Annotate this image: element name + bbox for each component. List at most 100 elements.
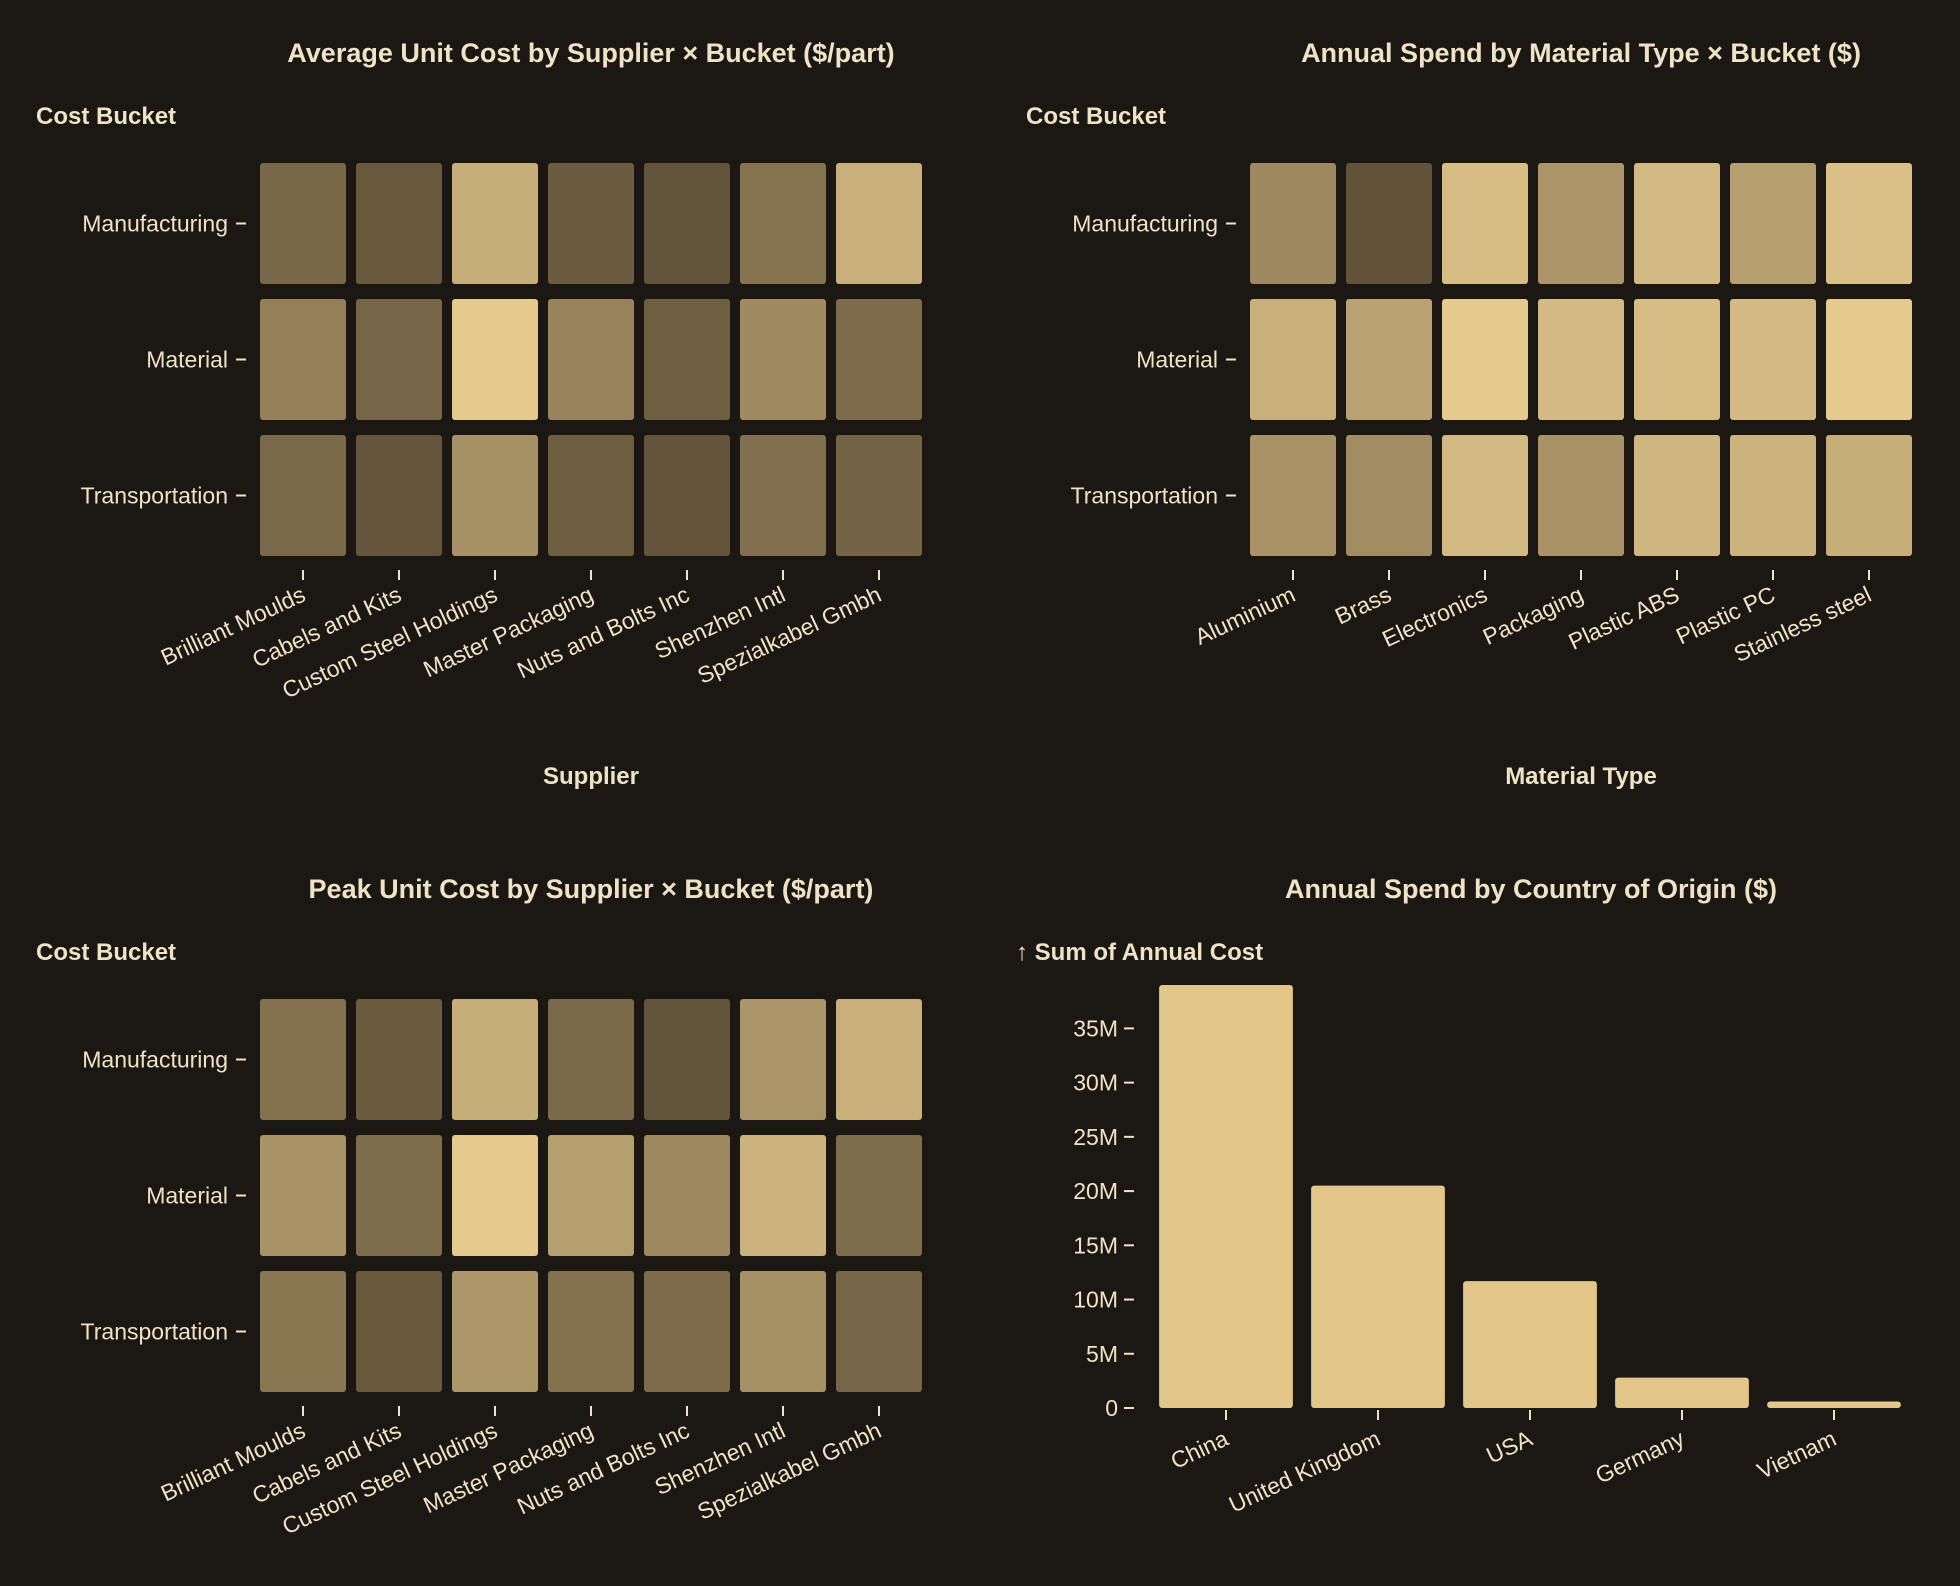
heatmap-cell[interactable] (356, 299, 442, 420)
y-axis-title: Cost Bucket (36, 939, 176, 966)
x-tick-label: Vietnam (1753, 1425, 1840, 1484)
heatmap-cell[interactable] (836, 299, 922, 420)
heatmap-cell[interactable] (1634, 435, 1720, 556)
y-tick-label: 35M (1073, 1015, 1118, 1041)
heatmap-cell[interactable] (260, 1271, 346, 1392)
y-tick-label: 0 (1105, 1395, 1118, 1421)
y-tick-label: Material (1136, 347, 1218, 373)
heatmap-cell[interactable] (452, 1135, 538, 1256)
y-tick-label: Transportation (81, 483, 228, 509)
heatmap-cell[interactable] (260, 999, 346, 1120)
heatmap-cell[interactable] (740, 299, 826, 420)
y-tick-label: 25M (1073, 1124, 1118, 1150)
bar[interactable] (1767, 1401, 1901, 1408)
heatmap-cell[interactable] (452, 163, 538, 284)
heatmap-cell[interactable] (1634, 299, 1720, 420)
heatmap-cell[interactable] (1538, 435, 1624, 556)
heatmap-cell[interactable] (644, 999, 730, 1120)
y-tick-label: Manufacturing (82, 1047, 228, 1073)
x-tick-label: Master Packaging (419, 581, 597, 682)
heatmap-cell[interactable] (836, 999, 922, 1120)
bar[interactable] (1159, 985, 1293, 1408)
heatmap-cell[interactable] (740, 999, 826, 1120)
x-tick-label: Germany (1591, 1425, 1688, 1489)
heatmap-cell[interactable] (1826, 299, 1912, 420)
y-tick-label: 20M (1073, 1178, 1118, 1204)
heatmap-cell[interactable] (452, 435, 538, 556)
heatmap-cell[interactable] (1442, 435, 1528, 556)
y-tick-label: 15M (1073, 1232, 1118, 1258)
heatmap-cell[interactable] (1442, 163, 1528, 284)
chart-annual-spend-material: Annual Spend by Material Type × Bucket (… (1026, 38, 1912, 790)
heatmap-cell[interactable] (260, 1135, 346, 1256)
heatmap-cell[interactable] (548, 299, 634, 420)
chart-avg-unit-cost: Average Unit Cost by Supplier × Bucket (… (36, 38, 922, 790)
heatmap-cell[interactable] (260, 299, 346, 420)
heatmap-cell[interactable] (740, 1271, 826, 1392)
heatmap-cell[interactable] (1346, 299, 1432, 420)
chart-title: Average Unit Cost by Supplier × Bucket (… (287, 38, 894, 68)
heatmap-cell[interactable] (548, 163, 634, 284)
heatmap-cell[interactable] (644, 163, 730, 284)
x-tick-label: Aluminium (1191, 581, 1299, 650)
heatmap-cell[interactable] (644, 435, 730, 556)
heatmap-cell[interactable] (836, 1135, 922, 1256)
heatmap-cell[interactable] (1730, 299, 1816, 420)
heatmap-cell[interactable] (1346, 163, 1432, 284)
y-axis-title: ↑ Sum of Annual Cost (1016, 939, 1263, 966)
heatmap-cell[interactable] (356, 999, 442, 1120)
heatmap-cell[interactable] (260, 435, 346, 556)
y-tick-label: Manufacturing (82, 211, 228, 237)
chart-title: Annual Spend by Material Type × Bucket (… (1301, 38, 1861, 68)
heatmap-cell[interactable] (1250, 299, 1336, 420)
x-tick-label: USA (1482, 1425, 1536, 1469)
bar[interactable] (1615, 1377, 1749, 1408)
heatmap-cell[interactable] (356, 435, 442, 556)
heatmap-cell[interactable] (836, 435, 922, 556)
heatmap-cell[interactable] (548, 1271, 634, 1392)
heatmap-cell[interactable] (1730, 163, 1816, 284)
heatmap-cell[interactable] (1826, 435, 1912, 556)
heatmap-cell[interactable] (740, 1135, 826, 1256)
heatmap-cell[interactable] (356, 1271, 442, 1392)
heatmap-cell[interactable] (1538, 299, 1624, 420)
bar[interactable] (1311, 1185, 1445, 1408)
bar[interactable] (1463, 1281, 1597, 1408)
heatmap-cell[interactable] (548, 1135, 634, 1256)
heatmap-cell[interactable] (452, 1271, 538, 1392)
y-tick-label: Material (146, 1183, 228, 1209)
heatmap-cell[interactable] (1538, 163, 1624, 284)
heatmap-cell[interactable] (1250, 163, 1336, 284)
heatmap-cell[interactable] (260, 163, 346, 284)
x-axis-title: Material Type (1505, 763, 1657, 790)
heatmap-cell[interactable] (356, 163, 442, 284)
heatmap-cell[interactable] (1346, 435, 1432, 556)
chart-peak-unit-cost: Peak Unit Cost by Supplier × Bucket ($/p… (36, 874, 922, 1539)
y-tick-label: 10M (1073, 1287, 1118, 1313)
heatmap-cell[interactable] (836, 163, 922, 284)
heatmap-cell[interactable] (548, 435, 634, 556)
y-axis-title: Cost Bucket (1026, 103, 1166, 130)
heatmap-cell[interactable] (1634, 163, 1720, 284)
heatmap-cell[interactable] (452, 299, 538, 420)
y-tick-label: Material (146, 347, 228, 373)
x-tick-label: China (1167, 1425, 1233, 1474)
heatmap-cell[interactable] (836, 1271, 922, 1392)
x-tick-label: Master Packaging (419, 1417, 597, 1518)
heatmap-cell[interactable] (548, 999, 634, 1120)
heatmap-cell[interactable] (644, 299, 730, 420)
heatmap-cell[interactable] (452, 999, 538, 1120)
chart-title: Peak Unit Cost by Supplier × Bucket ($/p… (309, 874, 874, 904)
heatmap-cell[interactable] (644, 1271, 730, 1392)
heatmap-cell[interactable] (740, 163, 826, 284)
heatmap-cell[interactable] (1442, 299, 1528, 420)
heatmap-cell[interactable] (1730, 435, 1816, 556)
heatmap-cell[interactable] (740, 435, 826, 556)
chart-annual-spend-country: Annual Spend by Country of Origin ($) ↑ S… (1016, 874, 1901, 1518)
x-axis-title: Supplier (543, 763, 639, 790)
heatmap-cell[interactable] (1826, 163, 1912, 284)
heatmap-cell[interactable] (644, 1135, 730, 1256)
y-tick-label: Transportation (1071, 483, 1218, 509)
heatmap-cell[interactable] (1250, 435, 1336, 556)
heatmap-cell[interactable] (356, 1135, 442, 1256)
